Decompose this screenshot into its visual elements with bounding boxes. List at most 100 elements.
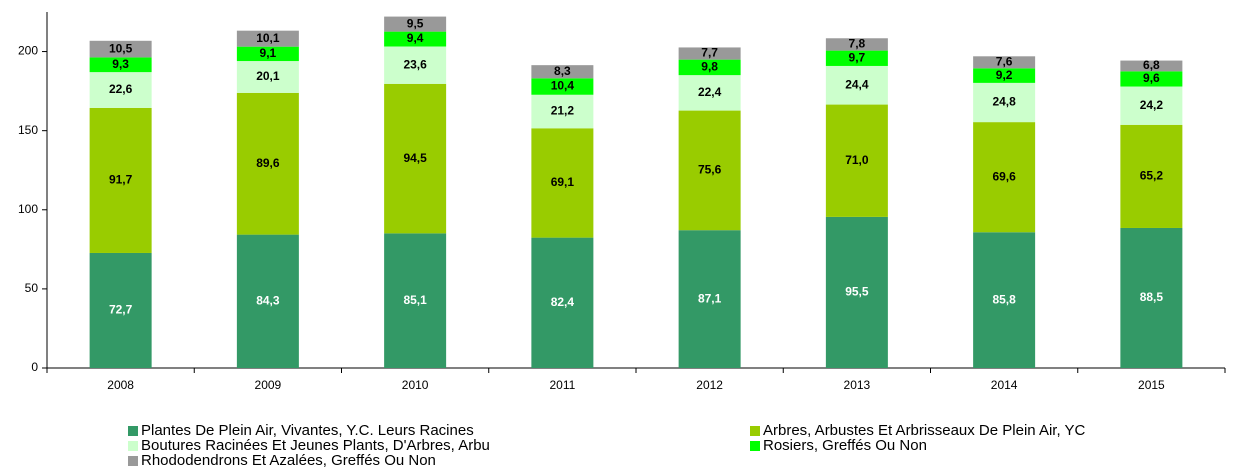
bar-segment — [825, 104, 888, 217]
bar-segment — [1120, 86, 1183, 125]
x-tick-label: 2010 — [402, 378, 429, 392]
bar-segment — [531, 78, 594, 95]
legend-label: Arbres, Arbustes Et Arbrisseaux De Plein… — [763, 422, 1086, 439]
x-tick-label: 2014 — [991, 378, 1018, 392]
value-label: 9,1 — [260, 46, 277, 60]
bar-segment — [236, 61, 299, 93]
y-tick-label: 50 — [25, 281, 39, 295]
legend-label: Rhododendrons Et Azalées, Greffés Ou Non — [141, 452, 436, 469]
bar-segment — [531, 94, 594, 129]
bar-segment — [531, 128, 594, 238]
value-label: 85,1 — [403, 293, 427, 307]
value-label: 65,2 — [1140, 169, 1164, 183]
bar-segment — [236, 92, 299, 235]
value-label: 24,8 — [992, 95, 1016, 109]
bar-segment — [236, 30, 299, 47]
bar-segment — [384, 16, 447, 32]
y-tick-label: 200 — [18, 44, 38, 58]
bar-segment — [825, 38, 888, 51]
bar-segment — [89, 107, 152, 253]
bar-segment — [531, 237, 594, 368]
y-tick-label: 0 — [31, 360, 38, 374]
value-label: 22,4 — [698, 85, 722, 99]
bar-segment — [678, 59, 741, 76]
bar-segment — [531, 65, 594, 79]
bar-segment — [384, 31, 447, 47]
legend-swatch — [128, 456, 138, 466]
value-label: 84,3 — [256, 293, 280, 307]
value-label: 7,6 — [996, 54, 1013, 68]
value-label: 10,4 — [551, 79, 575, 93]
value-label: 23,6 — [403, 57, 427, 71]
bar-segment — [89, 72, 152, 108]
legend-swatch — [750, 426, 760, 436]
x-tick-label: 2015 — [1138, 378, 1165, 392]
value-label: 21,2 — [551, 104, 575, 118]
bar-segment — [384, 233, 447, 368]
bar-segment — [384, 83, 447, 234]
value-label: 94,5 — [403, 151, 427, 165]
value-label: 9,6 — [1143, 71, 1160, 85]
value-label: 69,6 — [992, 169, 1016, 183]
bar-segment — [236, 46, 299, 62]
value-label: 9,8 — [701, 60, 718, 74]
bar-segment — [973, 122, 1036, 233]
value-label: 72,7 — [109, 303, 133, 317]
value-label: 24,2 — [1140, 98, 1164, 112]
value-label: 87,1 — [698, 291, 722, 305]
legend-label: Rosiers, Greffés Ou Non — [763, 437, 927, 454]
bar-segment — [825, 50, 888, 66]
bar-segment — [678, 75, 741, 111]
value-label: 82,4 — [551, 295, 575, 309]
bar-segment — [236, 234, 299, 368]
bar-segment — [1120, 227, 1183, 368]
bar-segment — [973, 82, 1036, 123]
bar-segment — [89, 252, 152, 368]
value-label: 89,6 — [256, 156, 280, 170]
bar-segment — [384, 46, 447, 84]
bar-segment — [973, 232, 1036, 368]
value-label: 24,4 — [845, 77, 869, 91]
bar-segment — [89, 57, 152, 73]
legend-swatch — [128, 426, 138, 436]
legend-label: Plantes De Plein Air, Vivantes, Y.C. Leu… — [141, 422, 474, 439]
bar-segment — [825, 65, 888, 105]
bar-segment — [973, 68, 1036, 83]
value-label: 71,0 — [845, 153, 869, 167]
bar-segment — [678, 110, 741, 231]
x-tick-label: 2011 — [549, 378, 575, 392]
value-label: 9,2 — [996, 68, 1013, 82]
value-label: 85,8 — [992, 292, 1016, 306]
value-label: 9,4 — [407, 31, 424, 45]
value-label: 75,6 — [698, 163, 722, 177]
value-label: 22,6 — [109, 82, 133, 96]
value-label: 9,7 — [849, 50, 866, 64]
value-label: 10,1 — [256, 31, 280, 45]
value-label: 20,1 — [256, 69, 280, 83]
legend-swatch — [128, 441, 138, 451]
bar-segment — [678, 47, 741, 60]
bar-segment — [1120, 124, 1183, 228]
value-label: 69,1 — [551, 175, 575, 189]
value-label: 7,8 — [849, 37, 866, 51]
x-tick-label: 2012 — [696, 378, 723, 392]
bar-segment — [678, 230, 741, 368]
value-label: 10,5 — [109, 41, 133, 55]
bar-segment — [1120, 71, 1183, 87]
value-label: 9,5 — [407, 16, 424, 30]
bar-segment — [973, 56, 1036, 69]
bar-segment — [825, 216, 888, 368]
y-tick-label: 100 — [18, 202, 38, 216]
value-label: 91,7 — [109, 173, 133, 187]
y-tick-label: 150 — [18, 123, 38, 137]
value-label: 95,5 — [845, 285, 869, 299]
value-label: 6,8 — [1143, 58, 1160, 72]
value-label: 8,3 — [554, 64, 571, 78]
x-tick-label: 2009 — [255, 378, 282, 392]
x-tick-label: 2008 — [107, 378, 134, 392]
value-label: 9,3 — [112, 57, 129, 71]
bar-segment — [89, 40, 152, 58]
value-label: 7,7 — [701, 46, 718, 60]
bar-segment — [1120, 60, 1183, 72]
